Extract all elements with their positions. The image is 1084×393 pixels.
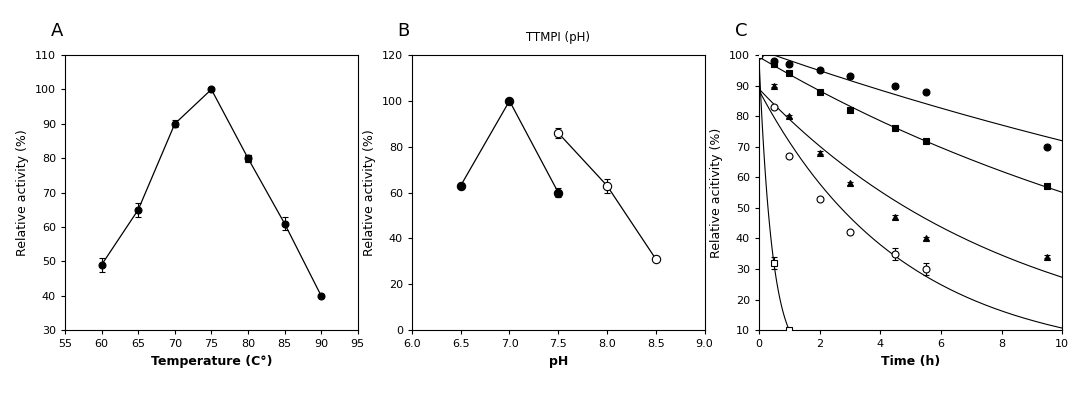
- Text: A: A: [50, 22, 63, 40]
- Y-axis label: Relative acitivity (%): Relative acitivity (%): [710, 127, 723, 258]
- Text: C: C: [735, 22, 747, 40]
- X-axis label: pH: pH: [549, 355, 568, 368]
- Text: TTMPI (pH): TTMPI (pH): [526, 31, 591, 44]
- Y-axis label: Relative activity (%): Relative activity (%): [16, 129, 29, 256]
- Text: B: B: [397, 22, 410, 40]
- X-axis label: Time (h): Time (h): [881, 355, 940, 368]
- Y-axis label: Relative activity (%): Relative activity (%): [363, 129, 376, 256]
- X-axis label: Temperature (C°): Temperature (C°): [151, 355, 272, 368]
